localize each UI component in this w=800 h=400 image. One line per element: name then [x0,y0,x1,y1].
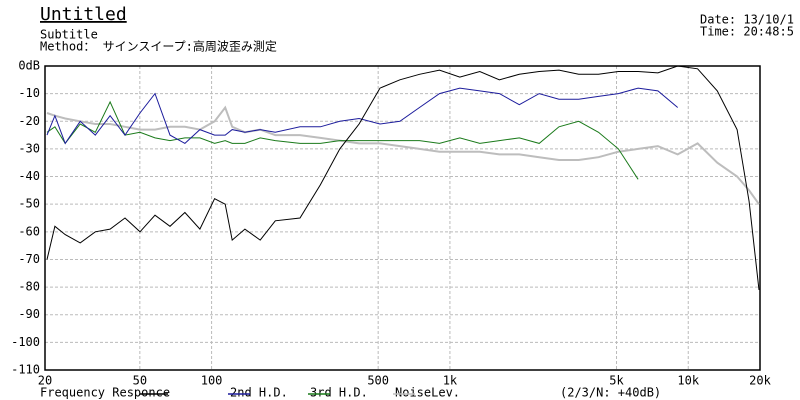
y-tick-label: -110 [11,363,40,377]
plot-frame [44,65,761,371]
series-line [46,100,639,180]
y-tick-label: -60 [18,224,40,238]
legend-note: (2/3/N: +40dB) [560,386,661,400]
legend-label: Frequency Responce [40,386,170,400]
legend-label: NoiseLev. [395,386,460,400]
legend-label: 3rd H.D. [310,386,368,400]
x-tick-label: 1k [443,374,458,388]
x-tick-label: 20k [749,374,771,388]
time: Time: 20:48:5 [700,25,794,39]
legend-label: 2nd H.D. [230,386,288,400]
y-tick-label: -80 [18,280,40,294]
method: Method： サインスイープ:高周波歪み測定 [40,39,277,54]
chart-title: Untitled [40,4,127,25]
y-tick-label: -30 [18,141,40,155]
series-line [46,87,679,145]
y-tick-label: -70 [18,252,40,266]
x-tick-label: 50 [133,374,147,388]
x-tick-label: 500 [367,374,389,388]
x-tick-label: 10k [677,374,699,388]
y-tick-label: -20 [18,114,40,128]
x-tick-label: 5k [609,374,624,388]
y-tick-label: -10 [18,86,40,100]
y-tick-label: 0dB [18,59,40,73]
date: Date: 13/10/1 [700,13,794,27]
x-tick-label: 20 [38,374,52,388]
series-line [46,105,760,205]
subtitle: Subtitle [40,28,98,42]
y-tick-label: -50 [18,197,40,211]
y-tick-label: -90 [18,307,40,321]
y-tick-label: -100 [11,335,40,349]
y-tick-label: -40 [18,169,40,183]
series-line [46,65,760,290]
x-tick-label: 100 [201,374,223,388]
